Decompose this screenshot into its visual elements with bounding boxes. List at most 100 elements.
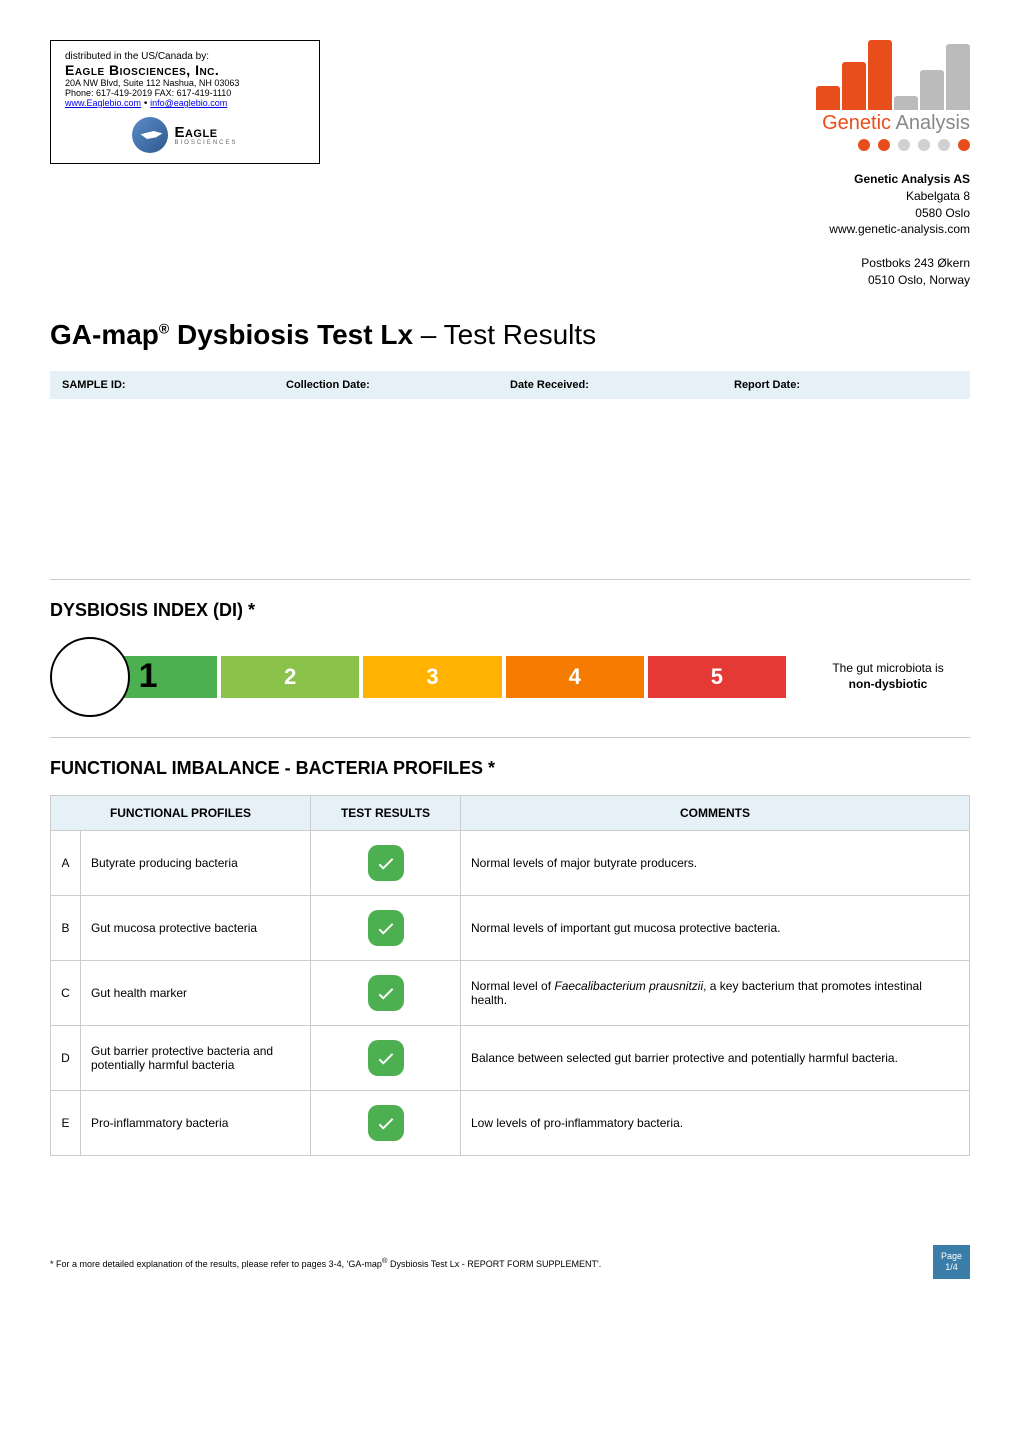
page-badge-num: 1/4 [941, 1262, 962, 1273]
ga-logo-text: Genetic Analysis [822, 112, 970, 135]
eagle-logo-icon [132, 117, 168, 153]
profile-result [311, 1025, 461, 1090]
right-header: Genetic Analysis Genetic Analysis AS Kab… [816, 40, 970, 289]
di-cell-number: 1 [139, 657, 158, 696]
eagle-logo-subtext: BIOSCIENCES [174, 140, 237, 146]
di-result-line1: The gut microbiota is [832, 661, 943, 675]
title-reg: ® [159, 320, 169, 336]
distributor-label: distributed in the US/Canada by: [65, 51, 305, 62]
distributor-web-link[interactable]: www.Eaglebio.com [65, 98, 141, 108]
table-row: CGut health markerNormal level of Faecal… [51, 960, 970, 1025]
profile-comment: Balance between selected gut barrier pro… [461, 1025, 970, 1090]
company-line1: Kabelgata 8 [816, 188, 970, 205]
company-line5: 0510 Oslo, Norway [816, 272, 970, 289]
received-label: Date Received: [510, 379, 589, 391]
page-badge-label: Page [941, 1251, 962, 1262]
header-results: TEST RESULTS [311, 795, 461, 830]
info-bar: SAMPLE ID: Collection Date: Date Receive… [50, 371, 970, 399]
check-icon [368, 1040, 404, 1076]
ga-bar [816, 86, 840, 110]
header-comments: COMMENTS [461, 795, 970, 830]
table-row: AButyrate producing bacteria Normal level… [51, 830, 970, 895]
profile-name: Gut barrier protective bacteria and pote… [81, 1025, 311, 1090]
profile-letter: E [51, 1090, 81, 1155]
profile-result [311, 830, 461, 895]
di-cell-number: 4 [569, 664, 581, 690]
info-collection: Collection Date: [286, 379, 510, 391]
distributor-address-1: 20A NW Blvd, Suite 112 Nashua, NH 03063 [65, 78, 305, 88]
profile-name: Pro-inflammatory bacteria [81, 1090, 311, 1155]
info-sample-id: SAMPLE ID: [62, 379, 286, 391]
divider [50, 737, 970, 738]
distributor-company: Eagle Biosciences, Inc. [65, 62, 305, 78]
ga-logo-graphic: Genetic Analysis [816, 40, 970, 151]
di-row: 1 2 3 4 5 The gut microbiota is non-dysbiotic [50, 637, 970, 717]
eagle-logo: Eagle BIOSCIENCES [65, 117, 305, 153]
table-header-row: FUNCTIONAL PROFILES TEST RESULTS COMMENT… [51, 795, 970, 830]
header-row: distributed in the US/Canada by: Eagle B… [50, 40, 970, 289]
distributor-links: www.Eaglebio.com • info@eaglebio.com [65, 98, 305, 109]
table-row: BGut mucosa protective bacteria Normal le… [51, 895, 970, 960]
profiles-section-title: FUNCTIONAL IMBALANCE - BACTERIA PROFILES… [50, 758, 970, 779]
profile-comment: Normal levels of important gut mucosa pr… [461, 895, 970, 960]
profile-name: Gut mucosa protective bacteria [81, 895, 311, 960]
check-icon [368, 975, 404, 1011]
ga-logo-dots [858, 139, 970, 151]
ga-bar [894, 96, 918, 110]
ga-logo: Genetic Analysis [816, 40, 970, 151]
di-indicator-circle [50, 637, 130, 717]
di-section-title: DYSBIOSIS INDEX (DI) * [50, 600, 970, 621]
ga-bar [946, 44, 970, 110]
report-label: Report Date: [734, 379, 800, 391]
table-row: DGut barrier protective bacteria and pot… [51, 1025, 970, 1090]
distributor-box: distributed in the US/Canada by: Eagle B… [50, 40, 320, 164]
ga-dot [938, 139, 950, 151]
ga-logo-analysis: Analysis [891, 112, 970, 134]
check-icon [368, 910, 404, 946]
profile-letter: A [51, 830, 81, 895]
info-received: Date Received: [510, 379, 734, 391]
profile-result [311, 960, 461, 1025]
ga-bar [842, 62, 866, 110]
ga-dot [918, 139, 930, 151]
profiles-table: FUNCTIONAL PROFILES TEST RESULTS COMMENT… [50, 795, 970, 1156]
profile-comment: Normal levels of major butyrate producer… [461, 830, 970, 895]
profile-letter: C [51, 960, 81, 1025]
ga-dot [958, 139, 970, 151]
profile-name: Butyrate producing bacteria [81, 830, 311, 895]
profile-comment: Low levels of pro-inflammatory bacteria. [461, 1090, 970, 1155]
footnote-post: Dysbiosis Test Lx - REPORT FORM SUPPLEME… [387, 1259, 601, 1269]
title-product: Dysbiosis Test Lx [169, 319, 413, 350]
di-cell-3: 3 [363, 656, 501, 698]
company-line3: www.genetic-analysis.com [816, 221, 970, 238]
ga-dot [858, 139, 870, 151]
footnote: * For a more detailed explanation of the… [50, 1256, 970, 1269]
ga-logo-genetic: Genet [822, 112, 876, 134]
di-cell-2: 2 [221, 656, 359, 698]
page-title: GA-map® Dysbiosis Test Lx – Test Results [50, 319, 970, 351]
check-icon [368, 1105, 404, 1141]
ga-bar [868, 40, 892, 110]
table-row: EPro-inflammatory bacteria Low levels of … [51, 1090, 970, 1155]
info-report: Report Date: [734, 379, 958, 391]
profile-letter: B [51, 895, 81, 960]
header-profiles: FUNCTIONAL PROFILES [51, 795, 311, 830]
di-result-text: The gut microbiota is non-dysbiotic [790, 661, 970, 692]
profile-result [311, 1090, 461, 1155]
page-badge: Page 1/4 [933, 1245, 970, 1279]
eagle-logo-text-wrap: Eagle BIOSCIENCES [174, 125, 237, 146]
ga-logo-bars [816, 40, 970, 110]
distributor-email-link[interactable]: info@eaglebio.com [150, 98, 227, 108]
profile-name: Gut health marker [81, 960, 311, 1025]
ga-dot [898, 139, 910, 151]
ga-dot [878, 139, 890, 151]
di-cell-number: 3 [426, 664, 438, 690]
di-result-line2: non-dysbiotic [849, 677, 928, 691]
di-cell-4: 4 [506, 656, 644, 698]
company-line2: 0580 Oslo [816, 205, 970, 222]
company-line4: Postboks 243 Økern [816, 255, 970, 272]
profile-letter: D [51, 1025, 81, 1090]
di-cell-5: 5 [648, 656, 786, 698]
sample-id-label: SAMPLE ID: [62, 379, 126, 391]
footer-row: * For a more detailed explanation of the… [50, 1256, 970, 1269]
